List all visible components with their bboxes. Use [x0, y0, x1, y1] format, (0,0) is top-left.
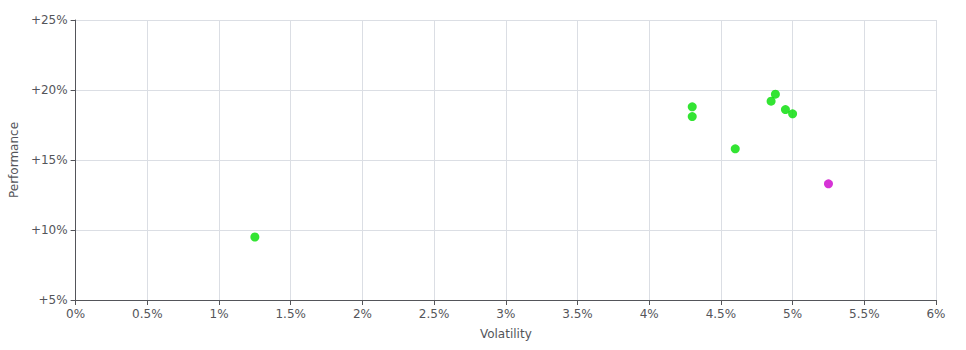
svg-text:+25%: +25% — [31, 13, 68, 27]
svg-text:1%: 1% — [209, 307, 228, 321]
svg-text:4%: 4% — [640, 307, 659, 321]
svg-text:+10%: +10% — [31, 223, 68, 237]
svg-text:6%: 6% — [926, 307, 945, 321]
svg-text:3.5%: 3.5% — [562, 307, 593, 321]
svg-text:3%: 3% — [496, 307, 515, 321]
svg-text:1.5%: 1.5% — [275, 307, 306, 321]
svg-text:Performance: Performance — [7, 122, 21, 198]
svg-text:Volatility: Volatility — [480, 327, 532, 341]
svg-text:4.5%: 4.5% — [706, 307, 737, 321]
svg-text:+15%: +15% — [31, 153, 68, 167]
svg-text:2%: 2% — [353, 307, 372, 321]
svg-text:+20%: +20% — [31, 83, 68, 97]
svg-text:5.5%: 5.5% — [849, 307, 880, 321]
svg-text:5%: 5% — [783, 307, 802, 321]
svg-text:2.5%: 2.5% — [419, 307, 450, 321]
svg-text:0.5%: 0.5% — [132, 307, 163, 321]
svg-text:+5%: +5% — [39, 293, 68, 307]
svg-text:0%: 0% — [66, 307, 85, 321]
